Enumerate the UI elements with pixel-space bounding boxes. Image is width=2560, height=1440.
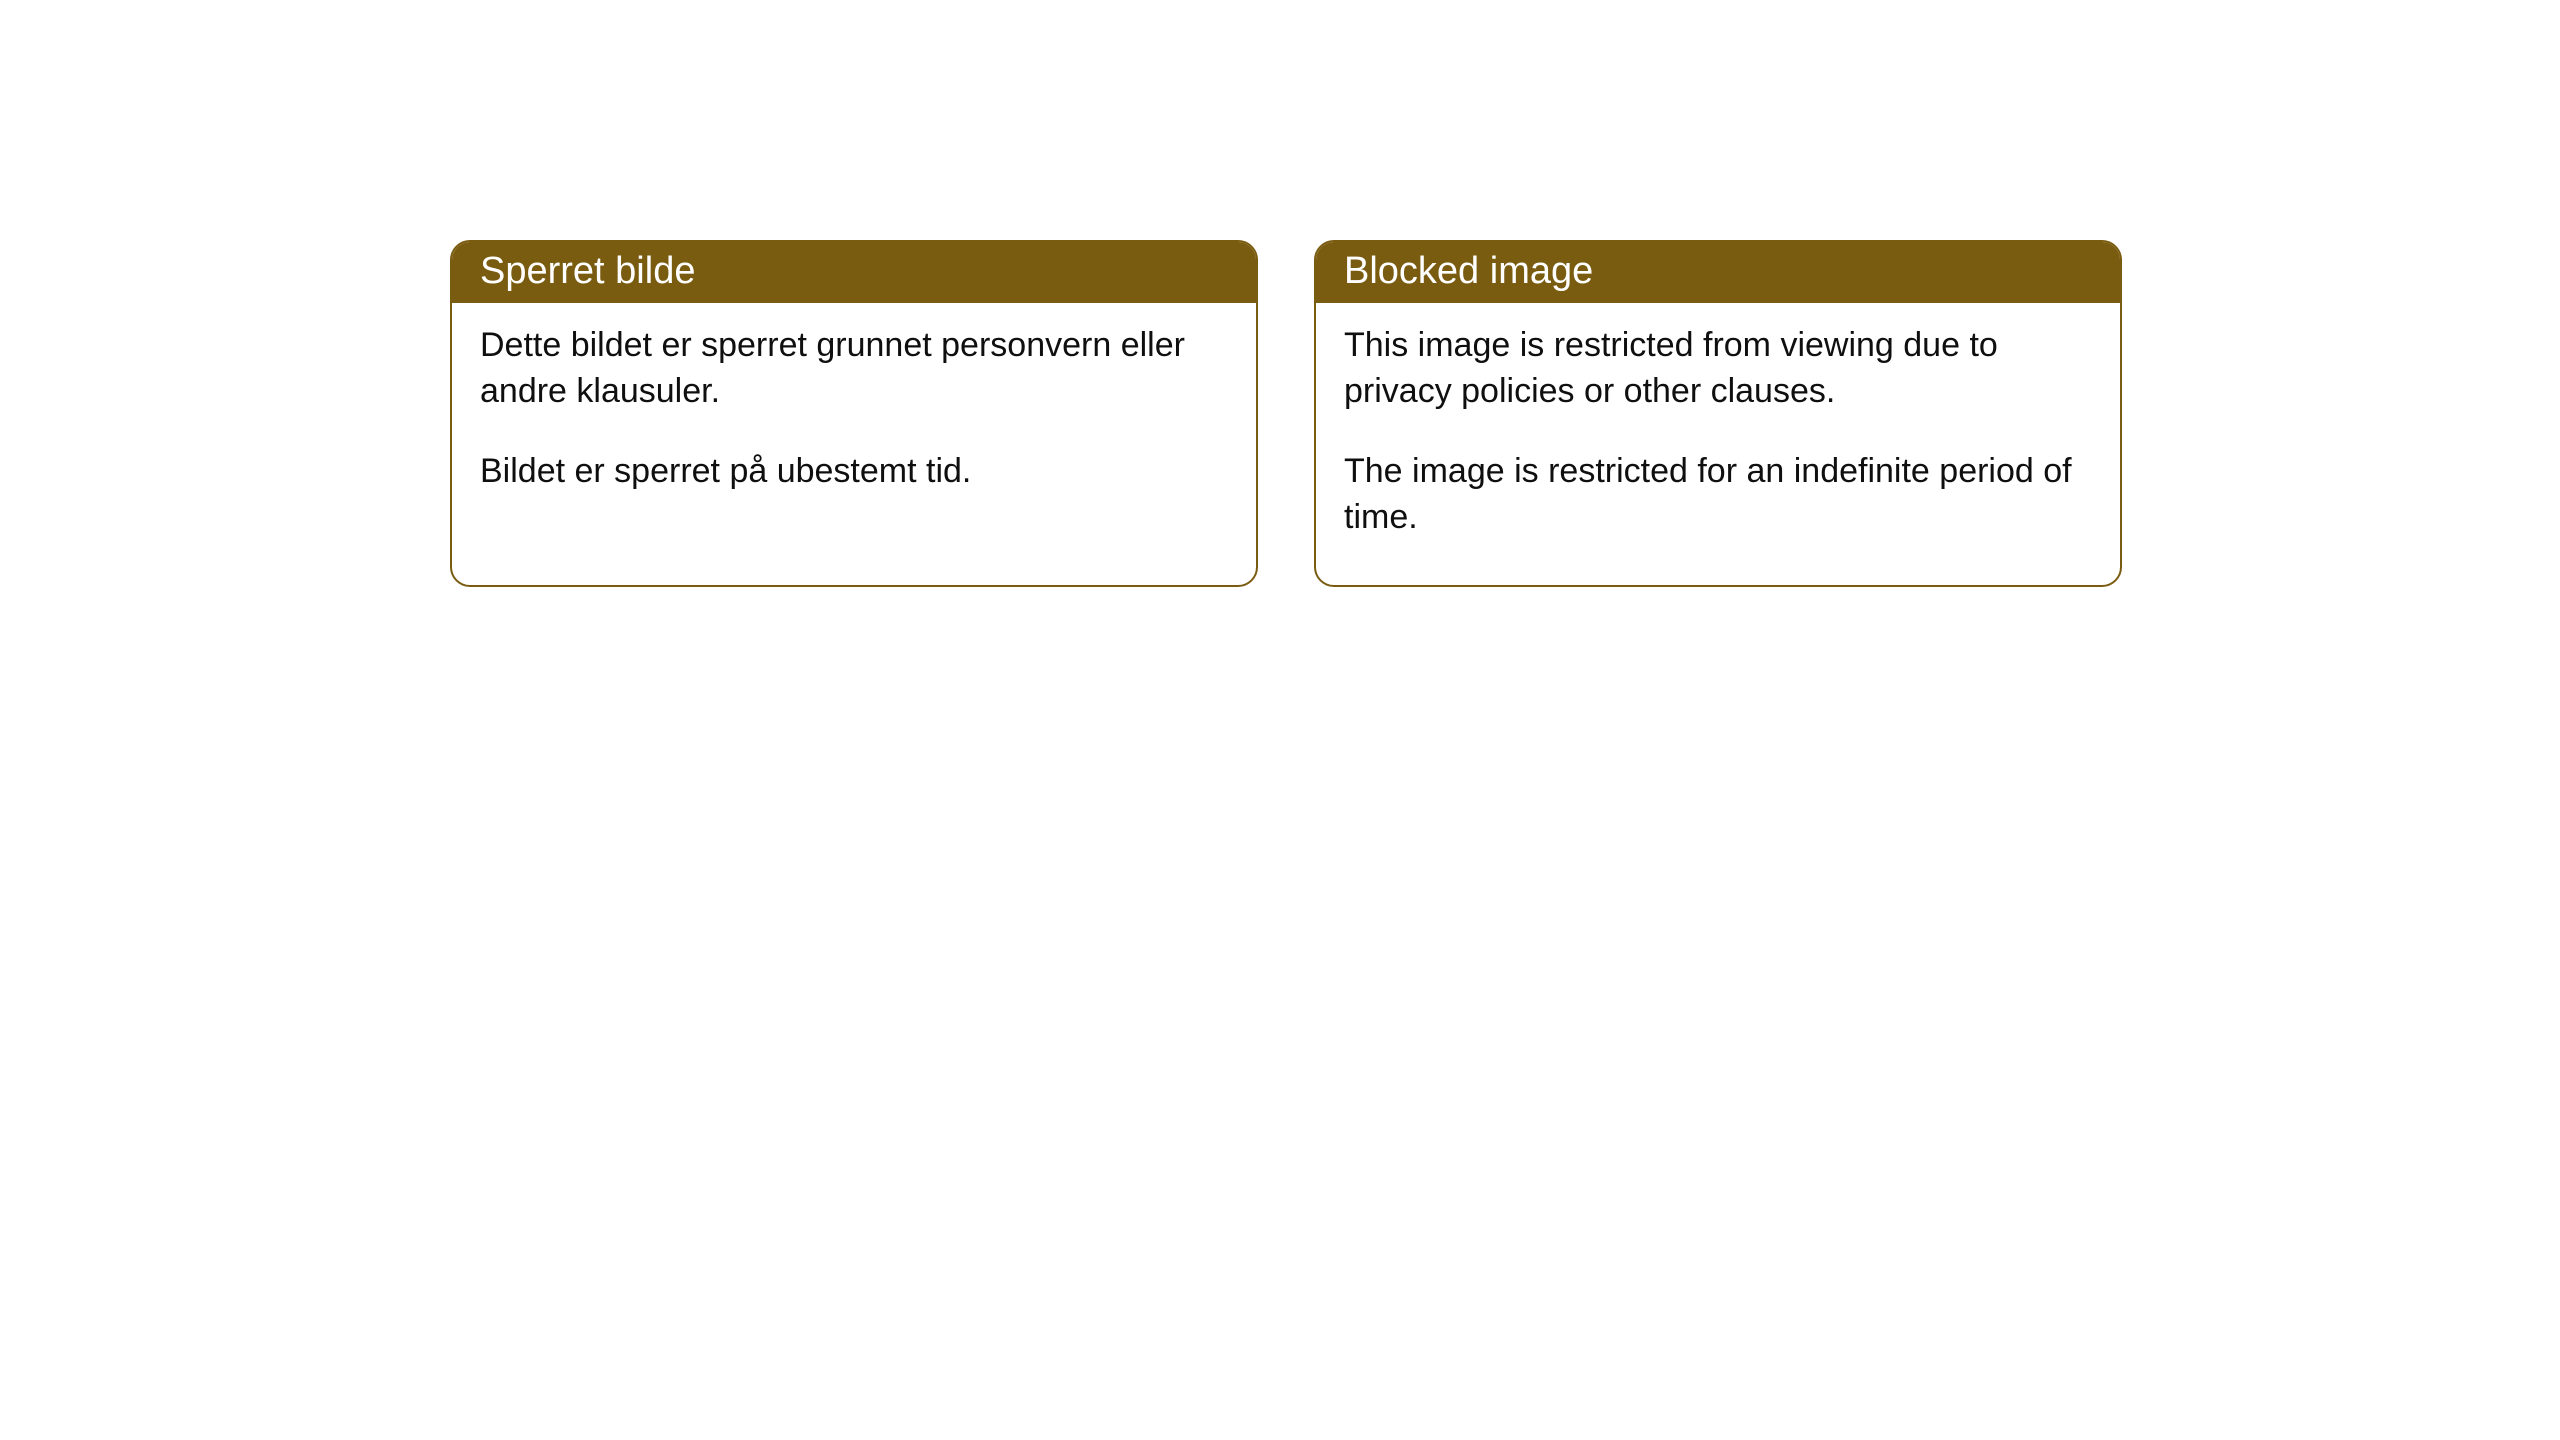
notice-paragraph: Dette bildet er sperret grunnet personve… [480,323,1228,415]
notice-paragraph: This image is restricted from viewing du… [1344,323,2092,415]
notice-container: Sperret bilde Dette bildet er sperret gr… [450,240,2122,587]
notice-card-norwegian: Sperret bilde Dette bildet er sperret gr… [450,240,1258,587]
notice-card-english: Blocked image This image is restricted f… [1314,240,2122,587]
notice-paragraph: The image is restricted for an indefinit… [1344,449,2092,541]
notice-header-norwegian: Sperret bilde [452,242,1256,303]
notice-header-english: Blocked image [1316,242,2120,303]
notice-body-english: This image is restricted from viewing du… [1316,303,2120,585]
notice-body-norwegian: Dette bildet er sperret grunnet personve… [452,303,1256,539]
notice-paragraph: Bildet er sperret på ubestemt tid. [480,449,1228,495]
